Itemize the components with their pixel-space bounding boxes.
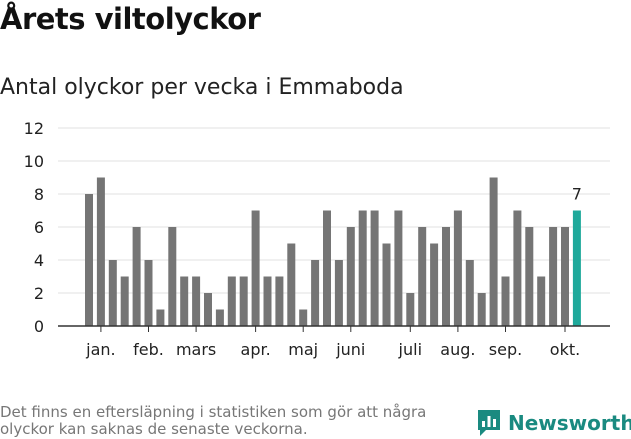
- bar: [239, 276, 248, 326]
- y-tick-label: 6: [34, 218, 44, 237]
- bar: [227, 276, 236, 326]
- bar: [453, 210, 462, 326]
- x-tick-label: sep.: [489, 340, 522, 359]
- x-tick-label: mars: [176, 340, 216, 359]
- y-tick-label: 10: [24, 152, 44, 171]
- brand-logo: Newsworthy: [476, 407, 631, 439]
- bar: [537, 276, 546, 326]
- x-tick-label: jan.: [85, 340, 115, 359]
- y-tick-label: 4: [34, 251, 44, 270]
- bar: [418, 227, 427, 326]
- bar: [334, 260, 343, 326]
- bar: [96, 177, 105, 326]
- bar: [108, 260, 117, 326]
- newsworthy-logo-icon: [478, 410, 500, 436]
- bar: [370, 210, 379, 326]
- bar: [204, 293, 212, 326]
- bar: [394, 210, 403, 326]
- bar: [489, 177, 498, 326]
- x-tick-label: juli: [398, 340, 422, 359]
- bar: [263, 276, 272, 326]
- y-tick-label: 2: [34, 284, 44, 303]
- x-tick-label: apr.: [241, 340, 271, 359]
- bar: [275, 276, 284, 326]
- x-tick-label: okt.: [550, 340, 580, 359]
- bar: [561, 227, 569, 326]
- bar: [465, 260, 474, 326]
- x-tick-label: aug.: [440, 340, 475, 359]
- y-tick-label: 12: [24, 119, 44, 138]
- bar: [215, 309, 224, 326]
- bar: [323, 210, 331, 326]
- bar: [120, 276, 129, 326]
- bar: [549, 227, 558, 326]
- bar: [311, 260, 320, 326]
- bar: [442, 227, 450, 326]
- highlight-value-label: 7: [572, 185, 582, 204]
- chart-subtitle: Antal olyckor per vecka i Emmaboda: [0, 75, 404, 100]
- bar: [85, 194, 93, 326]
- bar: [382, 243, 391, 326]
- bar: [501, 276, 510, 326]
- bar-chart: 0 2 4 6 8 10 12 7 jan. feb. mars apr. maj juni juli aug…: [24, 119, 610, 359]
- bar: [287, 243, 296, 326]
- x-tick-label: feb.: [133, 340, 164, 359]
- footnote: Det finns en eftersläpning i statistiken…: [0, 403, 427, 438]
- bar: [132, 227, 141, 326]
- y-tick-label: 0: [34, 317, 44, 336]
- bar: [168, 227, 177, 326]
- bar: [513, 210, 522, 326]
- y-tick-label: 8: [34, 185, 44, 204]
- bar: [192, 276, 201, 326]
- page-title: Årets viltolyckor: [0, 2, 261, 36]
- brand-name: Newsworthy: [508, 411, 631, 435]
- bar: [156, 309, 165, 326]
- highlighted-bar: [572, 210, 581, 326]
- bar: [477, 293, 486, 326]
- x-tick-label: maj: [288, 340, 318, 359]
- bar: [358, 210, 367, 326]
- bar: [251, 210, 260, 326]
- bar: [144, 260, 153, 326]
- bar: [430, 243, 439, 326]
- bar: [406, 293, 415, 326]
- bar: [299, 309, 308, 326]
- bar: [180, 276, 189, 326]
- bar: [346, 227, 355, 326]
- bar: [525, 227, 534, 326]
- x-tick-label: juni: [335, 340, 365, 359]
